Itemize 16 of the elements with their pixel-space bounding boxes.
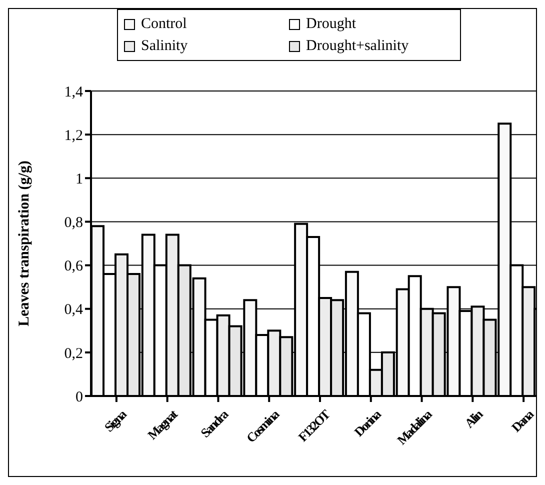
- y-tick-label: 1: [76, 171, 83, 188]
- y-tick-label: 0,4: [64, 302, 84, 318]
- y-tick-label: 1,2: [64, 128, 83, 144]
- x-tick-label: Signa: [101, 406, 130, 435]
- y-tick-label: 1,4: [64, 84, 84, 100]
- legend-label: Drought: [306, 16, 356, 32]
- legend-label: Control: [141, 16, 187, 32]
- legend-label: Salinity: [141, 38, 188, 54]
- x-tick-label: Alin: [462, 406, 486, 431]
- legend-label: Drought+salinity: [306, 38, 409, 54]
- y-tick-label: 0,6: [64, 258, 84, 275]
- y-axis-title: Leaves transpiration (g/g): [16, 160, 32, 326]
- y-tick-label: 0,8: [64, 215, 83, 232]
- y-tick-label: 0,2: [64, 346, 83, 362]
- x-tick-label: Dana: [508, 406, 538, 435]
- y-tick-label: 0: [76, 389, 83, 406]
